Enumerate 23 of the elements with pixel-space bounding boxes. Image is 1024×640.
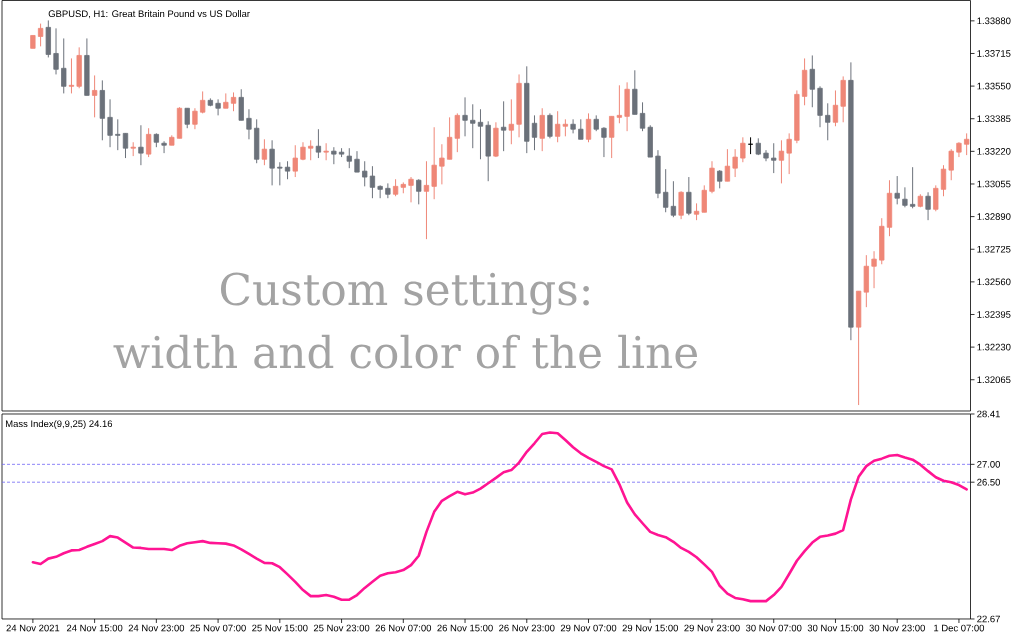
x-tick-label: 1 Dec 07:00 xyxy=(934,624,985,632)
y-tick-label: 27.00 xyxy=(977,460,1001,468)
y-tick-label: 28.41 xyxy=(977,410,1000,418)
x-tick-label: 29 Nov 23:00 xyxy=(684,624,740,632)
x-tick-label: 29 Nov 07:00 xyxy=(560,624,617,632)
x-tick-label: 24 Nov 2021 xyxy=(6,624,60,632)
x-tick-label: 29 Nov 15:00 xyxy=(622,624,679,632)
x-tick-label: 26 Nov 15:00 xyxy=(437,624,493,632)
y-tick-label: 26.50 xyxy=(977,478,1001,486)
x-tick-label: 30 Nov 07:00 xyxy=(745,624,802,632)
x-tick-label: 30 Nov 23:00 xyxy=(869,624,925,632)
x-tick-label: 24 Nov 15:00 xyxy=(66,624,123,632)
text: Mass Index(9,9,25) 24.16 xyxy=(5,420,113,429)
x-tick-label: 26 Nov 07:00 xyxy=(375,624,432,632)
x-tick-label: 30 Nov 15:00 xyxy=(807,624,864,632)
x-tick-label: 25 Nov 15:00 xyxy=(252,624,308,632)
x-tick-label: 26 Nov 23:00 xyxy=(499,624,555,632)
x-tick-label: 25 Nov 07:00 xyxy=(190,624,246,632)
x-tick-label: 25 Nov 23:00 xyxy=(313,624,370,632)
y-tick-label: 1.32065 xyxy=(977,376,1011,384)
candlestick xyxy=(37,23,44,47)
x-tick-label: 24 Nov 23:00 xyxy=(128,624,185,632)
y-tick-label: 22.67 xyxy=(977,615,1000,623)
